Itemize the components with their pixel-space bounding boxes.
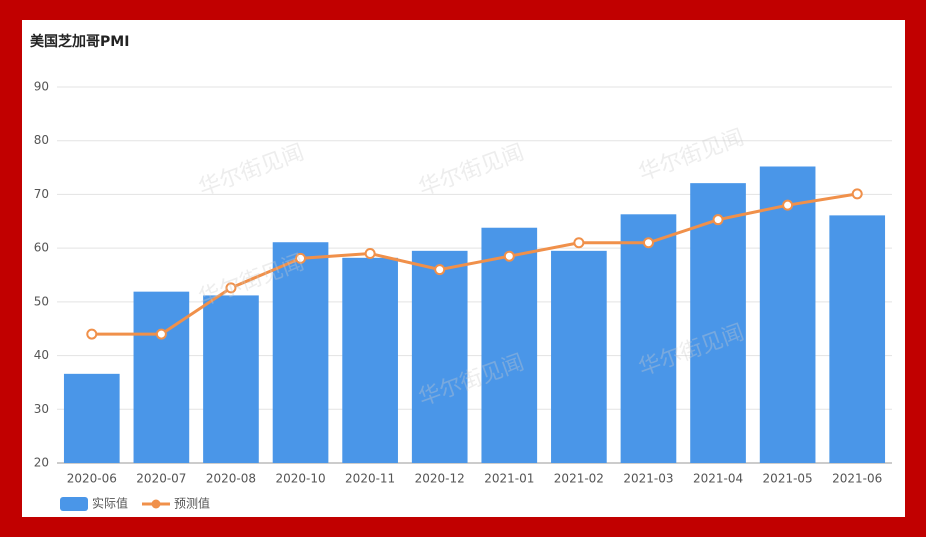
bar [133, 291, 190, 463]
x-tick-label: 2020-10 [275, 472, 325, 486]
y-tick-label: 30 [34, 402, 49, 416]
point [225, 282, 237, 294]
y-tick-label: 20 [34, 456, 49, 470]
x-tick-label: 2021-03 [623, 472, 673, 486]
y-tick-label: 90 [34, 80, 49, 94]
bar [690, 183, 746, 464]
bar [481, 227, 538, 463]
point [851, 188, 863, 200]
x-tick-label: 2021-01 [484, 472, 534, 486]
x-tick-label: 2021-06 [832, 472, 882, 486]
bar [411, 250, 468, 463]
legend-label: 预测值 [174, 496, 210, 511]
point [503, 250, 515, 262]
bar [272, 242, 329, 463]
point [155, 328, 167, 340]
y-tick-label: 70 [34, 187, 49, 201]
line [91, 192, 858, 336]
bar [342, 257, 398, 463]
bar [620, 214, 677, 463]
point [364, 248, 376, 260]
x-tick-label: 2020-06 [67, 472, 117, 486]
x-tick-label: 2020-12 [415, 472, 465, 486]
y-tick-label: 40 [34, 348, 49, 362]
x-tick-label: 2020-11 [345, 472, 395, 486]
legend-label: 实际值 [92, 496, 128, 511]
y-tick-label: 80 [34, 133, 49, 147]
x-tick-label: 2020-08 [206, 472, 256, 486]
x-tick-label: 2020-07 [136, 472, 186, 486]
bar [203, 295, 259, 463]
bar [759, 166, 816, 464]
point [782, 199, 794, 211]
point [86, 328, 98, 340]
x-tick-label: 2021-05 [763, 472, 813, 486]
bar [829, 215, 886, 463]
point [712, 214, 724, 226]
x-tick-label: 2021-02 [554, 472, 604, 486]
y-tick-label: 50 [34, 294, 49, 308]
legend-swatch [60, 497, 88, 511]
y-tick-label: 60 [34, 241, 49, 255]
point [642, 237, 654, 249]
point [573, 237, 585, 249]
bar [551, 250, 607, 463]
x-tick-label: 2021-04 [693, 472, 743, 486]
point [434, 264, 446, 276]
legend-swatch [151, 499, 161, 509]
bar [63, 373, 120, 463]
point [295, 252, 307, 264]
chart-title: 美国芝加哥PMI [30, 33, 129, 50]
